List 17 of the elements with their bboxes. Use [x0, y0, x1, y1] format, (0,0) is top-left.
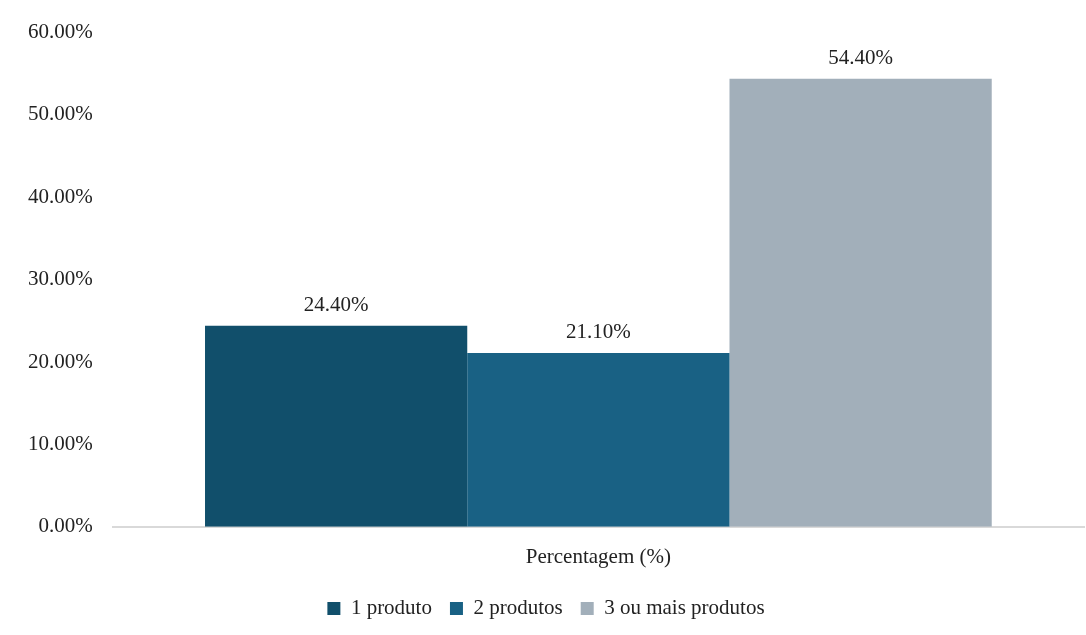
y-tick-label: 60.00%	[27, 19, 93, 44]
legend-label: 3 ou mais produtos	[604, 595, 765, 620]
y-tick-label: 10.00%	[27, 430, 93, 455]
y-tick-label: 30.00%	[27, 266, 93, 291]
legend-label: 2 produtos	[473, 595, 563, 620]
data-label: 21.10%	[566, 319, 631, 344]
y-tick-label: 20.00%	[27, 348, 93, 373]
x-tick-label: Percentagem (%)	[525, 543, 671, 568]
y-tick-label: 50.00%	[27, 101, 93, 126]
y-tick-label: 0.00%	[38, 513, 93, 538]
data-label: 24.40%	[303, 291, 369, 316]
bar	[729, 78, 992, 527]
legend-label: 1 produto	[350, 595, 432, 620]
bar	[467, 353, 730, 527]
bar	[205, 325, 468, 527]
data-label: 54.40%	[828, 44, 893, 69]
y-tick-label: 40.00%	[27, 183, 93, 208]
